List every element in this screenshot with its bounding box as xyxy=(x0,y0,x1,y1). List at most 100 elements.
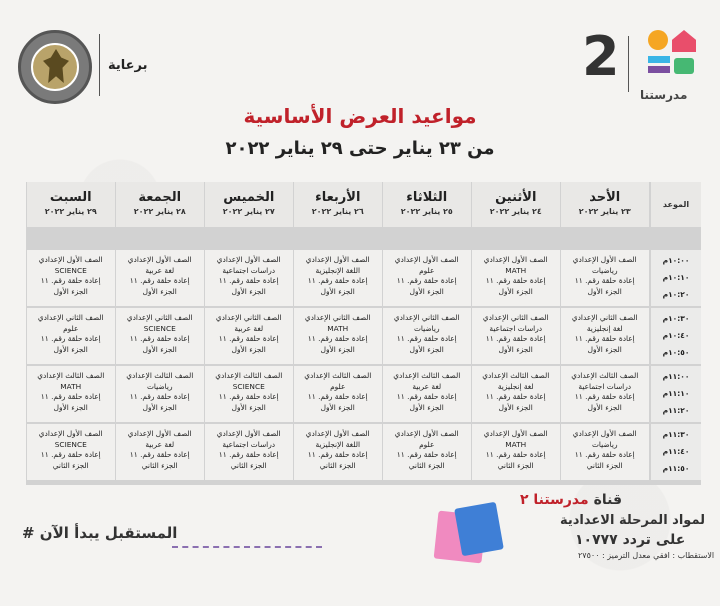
cell-line: MATH xyxy=(505,265,527,275)
cell-line: الصف الثاني الإعدادي xyxy=(482,313,549,322)
cell-line: الصف الثالث الإعدادي xyxy=(393,371,461,380)
time-column-header: الموعد xyxy=(651,182,701,227)
cell-line: علوم xyxy=(419,439,435,449)
schedule-cell: الصف الأول الإعدادي SCIENCE إعادة حلقة رقم… xyxy=(27,250,115,306)
cell-line: الصف الأول الإعدادي xyxy=(394,255,459,264)
cell-line: دراسات اجتماعية xyxy=(222,265,276,275)
time-label: ١١:٣٠م xyxy=(662,430,690,439)
schedule-cell: الصف الثاني الإعدادي رياضيات إعادة حلقة رق… xyxy=(383,308,471,364)
day-name: الأثنين xyxy=(495,190,537,205)
cell-line: SCIENCE xyxy=(54,265,87,275)
cell-line: علوم xyxy=(63,323,79,333)
cell-line: الصف الثالث الإعدادي xyxy=(482,371,550,380)
schedule-cell: الصف الثالث الإعدادي رياضيات إعادة حلقة رق… xyxy=(116,366,204,422)
cell-line: دراسات اجتماعية xyxy=(578,381,632,391)
cell-line: إعادة حلقة رقم. ١١ xyxy=(307,450,368,459)
cell-line: اللغة الإنجليزية xyxy=(315,265,361,275)
schedule-cell: الصف الثاني الإعدادي لغة إنجليزية إعادة حل… xyxy=(561,308,649,364)
cell-line: لغة إنجليزية xyxy=(497,381,534,391)
schedule-cell: الصف الثالث الإعدادي دراسات اجتماعية إعادة… xyxy=(561,366,649,422)
cell-line: الصف الثالث الإعدادي xyxy=(37,371,105,380)
day-header: الثلاثاء ٢٥ يناير ٢٠٢٢ xyxy=(383,182,471,227)
cell-line: الصف الثاني الإعدادي xyxy=(393,313,460,322)
cell-line: إعادة حلقة رقم. ١١ xyxy=(396,334,457,343)
cell-line: إعادة حلقة رقم. ١١ xyxy=(485,276,546,285)
cell-line: الصف الأول الإعدادي xyxy=(305,255,370,264)
schedule-cell: الصف الثاني الإعدادي دراسات اجتماعية إعادة… xyxy=(472,308,560,364)
cell-line: الصف الأول الإعدادي xyxy=(216,255,281,264)
day-name: الأحد xyxy=(589,190,621,205)
day-header: الأربعاء ٢٦ يناير ٢٠٢٢ xyxy=(294,182,382,227)
cell-line: الجزء الأول xyxy=(498,286,533,296)
cell-line: لغة عربية xyxy=(234,323,264,333)
cell-line: الجزء الأول xyxy=(587,402,622,412)
cell-line: رياضيات xyxy=(591,265,618,275)
time-slot-group: ١١:٠٠م ١١:١٠م ١١:٢٠م xyxy=(651,366,701,422)
ministry-logo xyxy=(18,30,92,104)
cell-line: إعادة حلقة رقم. ١١ xyxy=(40,392,101,401)
cell-line: إعادة حلقة رقم. ١١ xyxy=(218,450,279,459)
day-date: ٢٧ يناير ٢٠٢٢ xyxy=(222,207,275,216)
cell-line: رياضيات xyxy=(146,381,173,391)
cell-line: لغة عربية xyxy=(412,381,442,391)
page-subtitle: من ٢٣ يناير حتى ٢٩ يناير ٢٠٢٢ xyxy=(225,138,495,159)
day-date: ٢٩ يناير ٢٠٢٢ xyxy=(44,207,97,216)
schedule-cell: الصف الأول الإعدادي دراسات اجتماعية إعادة … xyxy=(205,250,293,306)
cell-line: MATH xyxy=(505,439,527,449)
cell-line: الجزء الأول xyxy=(53,344,88,354)
cell-line: الصف الأول الإعدادي xyxy=(305,429,370,438)
cell-line: إعادة حلقة رقم. ١١ xyxy=(218,392,279,401)
day-header: الجمعة ٢٨ يناير ٢٠٢٢ xyxy=(116,182,204,227)
cell-line: دراسات اجتماعية xyxy=(222,439,276,449)
cell-line: الجزء الأول xyxy=(231,344,266,354)
cell-line: الصف الثاني الإعدادي xyxy=(126,313,193,322)
time-label: ١٠:١٠م xyxy=(662,273,690,282)
cell-line: إعادة حلقة رقم. ١١ xyxy=(396,392,457,401)
cell-line: الصف الأول الإعدادي xyxy=(127,429,192,438)
schedule-cell: الصف الثاني الإعدادي لغة عربية إعادة حلقة … xyxy=(205,308,293,364)
cell-line: الصف الثالث الإعدادي xyxy=(304,371,372,380)
day-date: ٢٦ يناير ٢٠٢٢ xyxy=(311,207,364,216)
schedule-table: الموعد الأحد ٢٣ يناير ٢٠٢٢ الأثنين ٢٤ يناير… xyxy=(26,182,701,485)
cell-line: إعادة حلقة رقم. ١١ xyxy=(129,392,190,401)
channel-title: قناة مدرستنا ٢ xyxy=(520,492,622,508)
cell-line: إعادة حلقة رقم. ١١ xyxy=(129,334,190,343)
cell-line: إعادة حلقة رقم. ١١ xyxy=(40,276,101,285)
cell-line: إعادة حلقة رقم. ١١ xyxy=(574,276,635,285)
schedule-cell: الصف الثاني الإعدادي SCIENCE إعادة حلقة رق… xyxy=(116,308,204,364)
cell-line: اللغة الإنجليزية xyxy=(315,439,361,449)
schedule-cell: الصف الأول الإعدادي علوم إعادة حلقة رقم. ١… xyxy=(383,250,471,306)
schedule-cell: الصف الأول الإعدادي علوم إعادة حلقة رقم. ١… xyxy=(383,424,471,480)
cell-line: إعادة حلقة رقم. ١١ xyxy=(129,276,190,285)
sponsor-label: برعاية xyxy=(108,58,148,73)
cell-line: إعادة حلقة رقم. ١١ xyxy=(40,334,101,343)
schedule-cell: الصف الثالث الإعدادي SCIENCE إعادة حلقة رق… xyxy=(205,366,293,422)
cell-line: إعادة حلقة رقم. ١١ xyxy=(307,392,368,401)
cell-line: إعادة حلقة رقم. ١١ xyxy=(485,334,546,343)
channel-tech-info: الاستقطاب : افقي معدل الترميز : ٢٧٥٠٠ xyxy=(578,551,715,560)
day-header: السبت ٢٩ يناير ٢٠٢٢ xyxy=(27,182,115,227)
time-label: ١٠:٢٠م xyxy=(662,290,690,299)
cell-line: إعادة حلقة رقم. ١١ xyxy=(574,450,635,459)
cell-line: الصف الأول الإعدادي xyxy=(394,429,459,438)
cell-line: لغة إنجليزية xyxy=(586,323,623,333)
schedule-cell: الصف الأول الإعدادي اللغة الإنجليزية إعادة… xyxy=(294,250,382,306)
cell-line: إعادة حلقة رقم. ١١ xyxy=(129,450,190,459)
cell-line: الجزء الثاني xyxy=(497,460,534,470)
schedule-cell: الصف الأول الإعدادي SCIENCE إعادة حلقة رقم… xyxy=(27,424,115,480)
cell-line: الصف الأول الإعدادي xyxy=(216,429,281,438)
schedule-cell: الصف الأول الإعدادي MATH إعادة حلقة رقم. ١… xyxy=(472,250,560,306)
cell-line: الجزء الأول xyxy=(142,286,177,296)
schedule-cell: الصف الثاني الإعدادي علوم إعادة حلقة رقم. … xyxy=(27,308,115,364)
channel-logo-number: 2 xyxy=(582,25,620,88)
cell-line: الجزء الثاني xyxy=(586,460,623,470)
cell-line: دراسات اجتماعية xyxy=(489,323,543,333)
cell-line: الصف الأول الإعدادي xyxy=(483,429,548,438)
schedule-cell: الصف الأول الإعدادي MATH إعادة حلقة رقم. ١… xyxy=(472,424,560,480)
channel-name: مدرستنا ٢ xyxy=(520,492,589,508)
schedule-cell: الصف الثالث الإعدادي لغة إنجليزية إعادة حل… xyxy=(472,366,560,422)
time-label: ١١:١٠م xyxy=(662,389,690,398)
cell-line: الصف الثالث الإعدادي xyxy=(126,371,194,380)
time-label: ١٠:٠٠م xyxy=(662,256,690,265)
day-name: الجمعة xyxy=(138,190,182,205)
